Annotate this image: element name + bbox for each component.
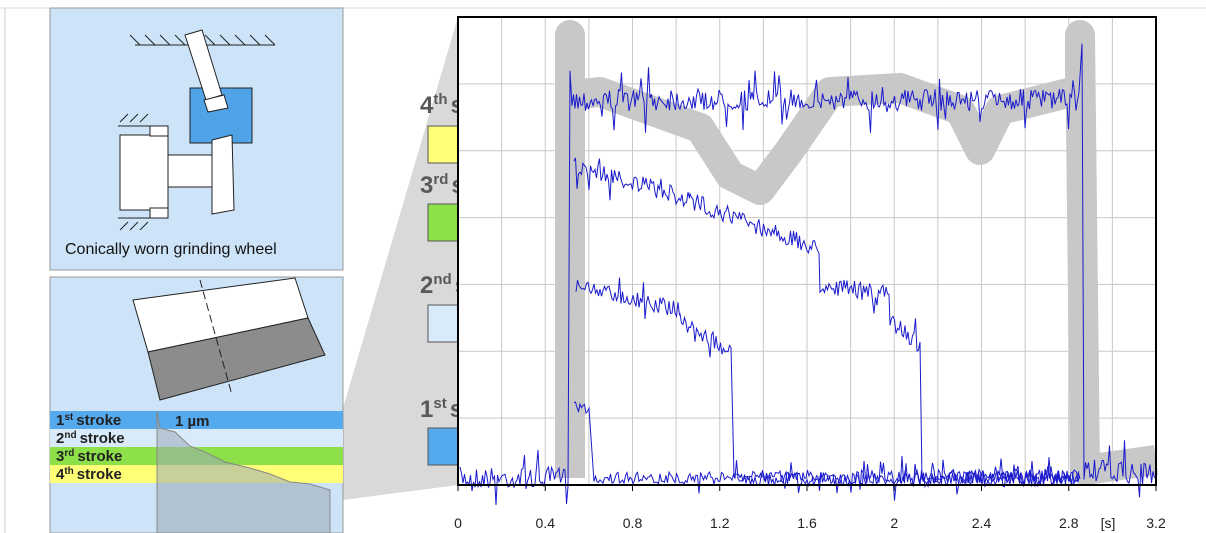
stroke-suffix: th — [433, 91, 447, 108]
stroke-ordinal: 3 — [56, 448, 64, 465]
stroke-suffix: rd — [433, 171, 448, 188]
x-tick-label: 2.4 — [972, 515, 992, 531]
wheel-caption: Conically worn grinding wheel — [65, 241, 277, 258]
figure: Conically worn grinding wheel 1 µm 1stst… — [0, 0, 1206, 533]
stroke-suffix: rd — [64, 448, 74, 459]
x-unit: [s] — [1101, 515, 1116, 531]
stroke-suffix: nd — [64, 430, 76, 441]
stroke-ordinal: 1 — [420, 396, 433, 423]
stroke-suffix: st — [433, 395, 446, 412]
stroke-ordinal: 3 — [420, 172, 433, 199]
x-tick-label: 0.8 — [623, 515, 643, 531]
stroke-word: stroke — [77, 448, 122, 465]
x-tick-label: 2 — [890, 515, 898, 531]
wear-label: 1 µm — [175, 413, 210, 430]
stroke-suffix: th — [64, 466, 73, 477]
x-tick-label: 1.2 — [710, 515, 730, 531]
stroke-suffix: st — [64, 412, 74, 423]
stroke-word: stroke — [76, 412, 121, 429]
stroke-word: stroke — [77, 466, 122, 483]
stroke-word: stroke — [80, 430, 125, 447]
stroke-ordinal: 4 — [420, 92, 434, 119]
x-tick-label: 3.2 — [1146, 515, 1166, 531]
stroke-suffix: nd — [433, 271, 451, 288]
x-tick-label: 1.6 — [797, 515, 817, 531]
x-tick-label: 2.8 — [1059, 515, 1079, 531]
stroke-ordinal: 1 — [56, 412, 64, 429]
x-tick-label: 0 — [454, 515, 462, 531]
x-tick-label: 0.4 — [536, 515, 556, 531]
stroke-ordinal: 2 — [56, 430, 64, 447]
stroke-ordinal: 2 — [420, 272, 433, 299]
